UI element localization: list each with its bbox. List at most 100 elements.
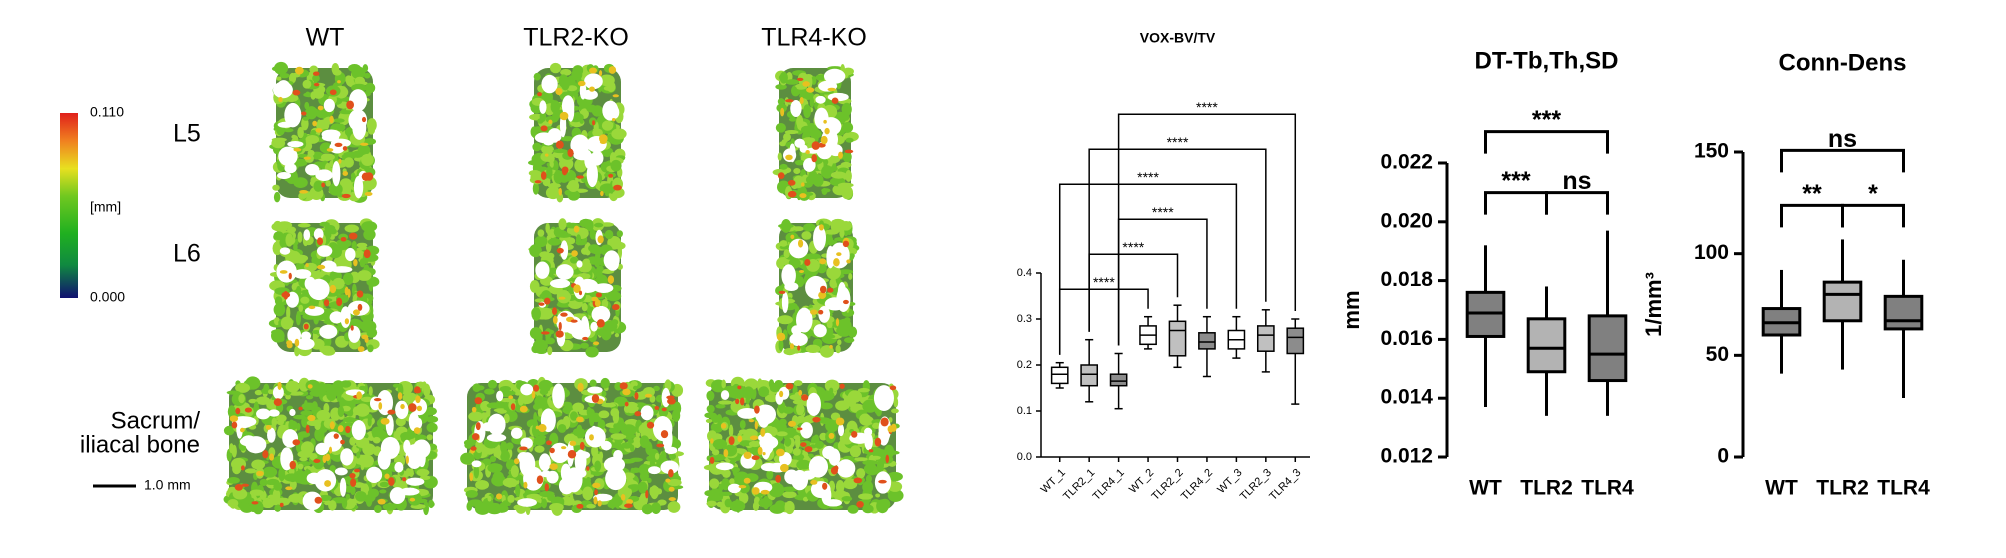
significance-bracket [1088, 148, 1267, 332]
bone-texture [706, 390, 715, 401]
bone-thick-spot [846, 259, 851, 264]
bone-pore [789, 332, 808, 347]
box [1109, 373, 1128, 387]
x-tick-label: TLR2 [1520, 477, 1573, 500]
bone-thick-spot [469, 472, 474, 482]
bone-render [528, 62, 627, 203]
x-tick-label: TLR2_1 [1061, 467, 1097, 503]
bone-texture [359, 385, 367, 391]
bone-texture [300, 441, 315, 455]
bone-texture [547, 346, 553, 356]
bone-texture [487, 495, 492, 502]
bone-thick-spot [346, 100, 355, 110]
bone-thick-spot [373, 398, 382, 402]
bone-texture [842, 123, 852, 131]
bone-thick-spot [823, 119, 827, 124]
bone-pore [394, 461, 404, 473]
bone-thick-spot [777, 172, 785, 179]
bone-thick-spot [751, 455, 760, 461]
bone-thick-spot [360, 142, 369, 146]
bone-pore [329, 311, 344, 324]
bone-texture [718, 483, 724, 492]
bone-thick-spot [337, 80, 341, 84]
bone-pore [348, 325, 361, 343]
bone-thick-spot [538, 424, 547, 433]
bone-thick-spot [341, 193, 351, 199]
bone-pore [405, 477, 425, 486]
bone-thick-spot [810, 479, 818, 485]
bone-texture [489, 455, 497, 463]
bone-thick-spot [244, 407, 252, 413]
bone-pore [348, 109, 368, 132]
bone-thick-spot [802, 81, 810, 87]
bone-texture [869, 455, 882, 460]
bone-texture [273, 231, 284, 241]
bone-texture [382, 503, 397, 511]
bone-texture [534, 395, 545, 409]
bone-texture [821, 165, 834, 179]
bone-texture [862, 399, 878, 413]
bone-thick-spot [561, 167, 568, 176]
bone-texture [345, 493, 351, 500]
bone-texture [775, 123, 786, 133]
bone-texture [300, 410, 314, 416]
bone-thick-spot [751, 487, 760, 495]
bone-texture [553, 170, 564, 184]
bone-texture [367, 488, 379, 498]
bone-texture [473, 464, 480, 479]
bone-pore [781, 291, 789, 314]
bone-texture [835, 480, 845, 494]
bone-texture [858, 493, 874, 500]
bone-pore [837, 424, 845, 437]
bone-texture [244, 468, 257, 474]
bone-pore [319, 324, 338, 339]
bone-thick-spot [829, 344, 833, 349]
bone-texture [826, 265, 841, 280]
bone-thick-spot [737, 385, 742, 390]
bone-thick-spot [754, 421, 758, 430]
bone-pore [570, 468, 587, 479]
bone-texture [355, 491, 367, 502]
bone-texture [227, 477, 240, 484]
bone-pore [586, 162, 598, 188]
bone-texture [739, 419, 746, 430]
bone-texture [845, 169, 852, 182]
bone-thick-spot [608, 66, 617, 74]
row-label: L6 [173, 240, 201, 268]
bone-thick-spot [305, 263, 309, 268]
bone-texture [464, 441, 473, 449]
y-tick-label: 0.3 [1017, 313, 1032, 325]
bone-thick-spot [546, 440, 552, 446]
bone-thick-spot [402, 477, 407, 482]
bone-texture [735, 502, 741, 513]
bone-thick-spot [576, 503, 584, 509]
bone-texture [307, 149, 315, 157]
bone-texture [838, 269, 854, 275]
bone-thick-spot [596, 319, 605, 328]
bone-pore [293, 269, 312, 279]
bone-texture [660, 450, 667, 462]
bone-pore [523, 466, 544, 491]
bone-thick-spot [533, 384, 540, 392]
bone-thick-spot [576, 416, 584, 423]
bone-thick-spot [573, 284, 581, 294]
bone-thick-spot [340, 439, 345, 445]
bone-texture [300, 192, 307, 199]
bone-texture [465, 489, 478, 498]
bone-thick-spot [544, 483, 549, 492]
colorbar-tick-label: 0.000 [90, 289, 125, 305]
bone-thick-spot [416, 405, 423, 412]
box [1256, 325, 1275, 352]
bone-thick-spot [312, 71, 320, 76]
bone-texture [301, 402, 317, 411]
bone-thick-spot [544, 153, 549, 157]
bone-texture [669, 452, 677, 460]
bone-texture [716, 501, 724, 508]
bone-pore [510, 427, 523, 439]
bone-pore [794, 138, 805, 148]
bone-thick-spot [299, 189, 309, 194]
bone-texture [348, 64, 361, 73]
bone-texture [313, 457, 325, 470]
bone-pore [800, 422, 813, 439]
bone-pore [820, 117, 842, 136]
